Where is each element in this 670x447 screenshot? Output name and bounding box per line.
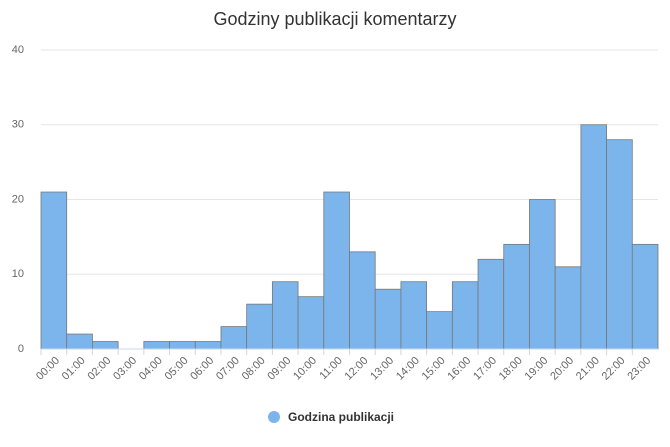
legend-marker — [268, 411, 280, 423]
bar — [400, 281, 428, 350]
x-tick-label: 10:00 — [291, 355, 319, 383]
bar — [477, 258, 505, 350]
bar — [631, 243, 659, 350]
bar — [92, 341, 119, 350]
bar — [606, 139, 633, 350]
x-tick-label: 08:00 — [240, 355, 268, 383]
bar — [503, 243, 530, 350]
x-tick-label: 17:00 — [471, 355, 499, 383]
bar — [554, 266, 582, 350]
x-tick-label: 00:00 — [34, 355, 62, 383]
x-tick-label: 11:00 — [317, 355, 344, 382]
x-tick-label: 23:00 — [625, 355, 653, 383]
bar — [246, 303, 273, 350]
x-tick-label: 04:00 — [137, 355, 165, 383]
bar — [451, 281, 479, 350]
x-tick-label: 15:00 — [420, 355, 448, 383]
bar — [374, 288, 402, 350]
bar — [194, 341, 222, 350]
x-tick-label: 01:00 — [60, 355, 88, 383]
x-tick-label: 05:00 — [163, 355, 191, 383]
bar — [323, 191, 350, 350]
bar — [66, 333, 93, 350]
bar — [271, 281, 299, 350]
x-tick-label: 02:00 — [85, 355, 113, 383]
bar — [169, 341, 196, 350]
x-tick-label: 14:00 — [394, 355, 422, 383]
chart-title: Godziny publikacji komentarzy — [213, 9, 456, 29]
x-tick-label: 09:00 — [265, 355, 293, 383]
x-tick-label: 18:00 — [497, 355, 525, 383]
y-tick-label: 30 — [12, 119, 24, 131]
bar — [143, 341, 170, 350]
x-tick-label: 22:00 — [600, 355, 628, 383]
bar — [580, 124, 607, 350]
bar — [529, 199, 556, 350]
bar — [349, 251, 376, 350]
bar — [297, 296, 325, 350]
x-tick-label: 13:00 — [368, 355, 396, 383]
bar — [220, 326, 248, 350]
bar — [40, 191, 68, 350]
x-tick-label: 16:00 — [445, 355, 473, 383]
y-tick-label: 0 — [18, 343, 24, 355]
x-tick-label: 21:00 — [574, 355, 602, 383]
x-tick-label: 06:00 — [188, 355, 216, 383]
x-tick-label: 12:00 — [343, 355, 371, 383]
x-tick-label: 07:00 — [214, 355, 242, 383]
x-tick-label: 20:00 — [548, 355, 576, 383]
y-tick-label: 20 — [12, 193, 24, 205]
y-tick-label: 10 — [12, 268, 24, 280]
x-tick-label: 19:00 — [523, 355, 551, 383]
legend-label: Godzina publikacji — [288, 410, 394, 424]
x-tick-label: 03:00 — [111, 355, 139, 383]
y-tick-label: 40 — [12, 44, 24, 56]
bar — [426, 311, 453, 350]
